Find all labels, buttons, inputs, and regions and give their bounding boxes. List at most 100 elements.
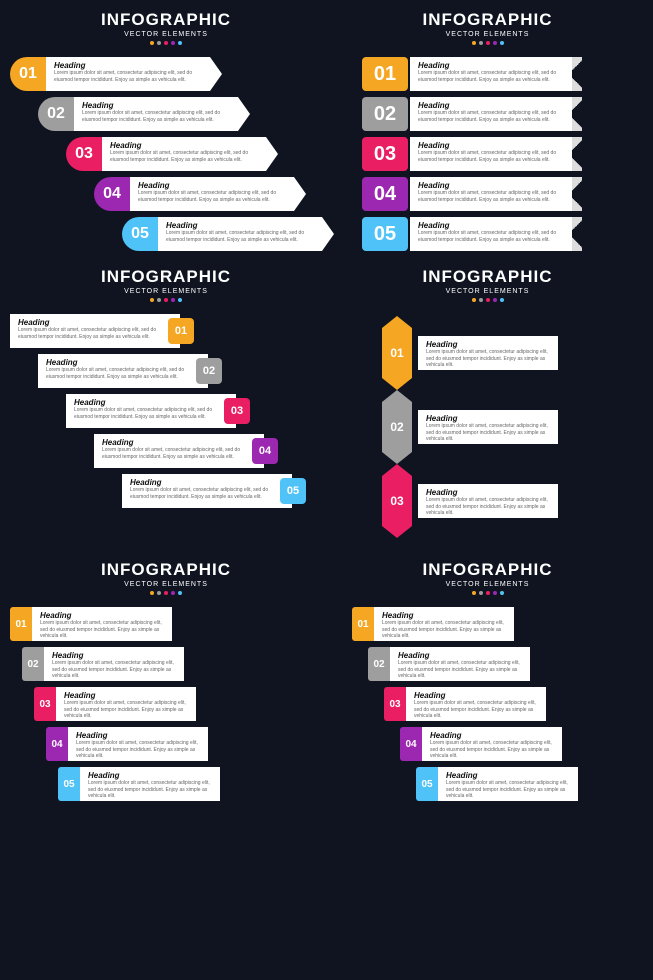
- step-1: 01 HeadingLorem ipsum dolor sit amet, co…: [362, 57, 572, 91]
- step-text: Lorem ipsum dolor sit amet, consectetur …: [74, 407, 228, 420]
- step-number: 04: [400, 727, 422, 761]
- step-heading: Heading: [414, 691, 538, 700]
- infographic-variant-2: INFOGRAPHIC VECTOR ELEMENTS 01 HeadingLo…: [332, 10, 643, 257]
- step-number: 01: [362, 57, 408, 91]
- step-text: Lorem ipsum dolor sit amet, consectetur …: [418, 190, 564, 203]
- step-body: HeadingLorem ipsum dolor sit amet, conse…: [10, 314, 180, 348]
- title-main: INFOGRAPHIC: [332, 560, 643, 580]
- step-text: Lorem ipsum dolor sit amet, consectetur …: [414, 700, 538, 720]
- infographic-variant-6: INFOGRAPHIC VECTOR ELEMENTS 01 HeadingLo…: [332, 560, 643, 807]
- dots: [10, 41, 322, 45]
- step-body: HeadingLorem ipsum dolor sit amet, conse…: [74, 97, 238, 131]
- step-5: HeadingLorem ipsum dolor sit amet, conse…: [122, 474, 292, 508]
- step-4: 04 HeadingLorem ipsum dolor sit amet, co…: [46, 727, 322, 761]
- step-2: HeadingLorem ipsum dolor sit amet, conse…: [38, 354, 208, 388]
- dot: [479, 41, 483, 45]
- step-text: Lorem ipsum dolor sit amet, consectetur …: [18, 327, 172, 340]
- step-number: 01: [352, 607, 374, 641]
- step-number: 01: [10, 57, 46, 91]
- step-body: HeadingLorem ipsum dolor sit amet, conse…: [410, 97, 572, 131]
- step-text: Lorem ipsum dolor sit amet, consectetur …: [52, 660, 176, 680]
- title-block: INFOGRAPHIC VECTOR ELEMENTS: [10, 560, 322, 595]
- step-body: HeadingLorem ipsum dolor sit amet, conse…: [80, 767, 220, 801]
- step-text: Lorem ipsum dolor sit amet, consectetur …: [418, 70, 564, 83]
- step-body: HeadingLorem ipsum dolor sit amet, conse…: [122, 474, 292, 508]
- step-heading: Heading: [426, 340, 550, 349]
- title-sub: VECTOR ELEMENTS: [10, 31, 322, 38]
- step-body: HeadingLorem ipsum dolor sit amet, conse…: [418, 410, 558, 444]
- step-heading: Heading: [426, 414, 550, 423]
- step-number: 03: [224, 398, 250, 424]
- step-text: Lorem ipsum dolor sit amet, consectetur …: [138, 190, 286, 203]
- title-main: INFOGRAPHIC: [332, 267, 643, 287]
- step-number: 05: [416, 767, 438, 801]
- step-heading: Heading: [54, 61, 202, 70]
- step-body: HeadingLorem ipsum dolor sit amet, conse…: [410, 137, 572, 171]
- title-block: INFOGRAPHIC VECTOR ELEMENTS: [332, 10, 643, 45]
- step-body: HeadingLorem ipsum dolor sit amet, conse…: [406, 687, 546, 721]
- step-body: HeadingLorem ipsum dolor sit amet, conse…: [130, 177, 294, 211]
- steps: HeadingLorem ipsum dolor sit amet, conse…: [10, 314, 322, 508]
- step-4: 04 HeadingLorem ipsum dolor sit amet, co…: [362, 177, 572, 211]
- title-block: INFOGRAPHIC VECTOR ELEMENTS: [332, 267, 643, 302]
- dot: [486, 41, 490, 45]
- step-2: 02 HeadingLorem ipsum dolor sit amet, co…: [362, 97, 572, 131]
- step-number: 01: [168, 318, 194, 344]
- step-heading: Heading: [88, 771, 212, 780]
- title-sub: VECTOR ELEMENTS: [332, 288, 643, 295]
- step-number: 05: [362, 217, 408, 251]
- step-body: HeadingLorem ipsum dolor sit amet, conse…: [94, 434, 264, 468]
- step-body: HeadingLorem ipsum dolor sit amet, conse…: [410, 57, 572, 91]
- step-1: 01 HeadingLorem ipsum dolor sit amet, co…: [10, 57, 210, 91]
- step-text: Lorem ipsum dolor sit amet, consectetur …: [426, 423, 550, 443]
- title-sub: VECTOR ELEMENTS: [332, 31, 643, 38]
- dot: [171, 41, 175, 45]
- dot: [472, 298, 476, 302]
- dot: [178, 41, 182, 45]
- step-heading: Heading: [130, 478, 284, 487]
- step-1: 01 HeadingLorem ipsum dolor sit amet, co…: [352, 607, 643, 641]
- title-block: INFOGRAPHIC VECTOR ELEMENTS: [332, 560, 643, 595]
- steps: 01 HeadingLorem ipsum dolor sit amet, co…: [10, 57, 322, 251]
- step-text: Lorem ipsum dolor sit amet, consectetur …: [418, 110, 564, 123]
- step-4: 04 HeadingLorem ipsum dolor sit amet, co…: [400, 727, 643, 761]
- title-main: INFOGRAPHIC: [332, 10, 643, 30]
- step-body: HeadingLorem ipsum dolor sit amet, conse…: [390, 647, 530, 681]
- dot: [479, 591, 483, 595]
- dot: [493, 298, 497, 302]
- step-number: 02: [382, 402, 412, 452]
- step-text: Lorem ipsum dolor sit amet, consectetur …: [64, 700, 188, 720]
- step-text: Lorem ipsum dolor sit amet, consectetur …: [102, 447, 256, 460]
- step-heading: Heading: [418, 181, 564, 190]
- infographic-variant-1: INFOGRAPHIC VECTOR ELEMENTS 01 HeadingLo…: [10, 10, 322, 257]
- steps: 01 HeadingLorem ipsum dolor sit amet, co…: [332, 314, 643, 526]
- step-number: 03: [382, 476, 412, 526]
- title-sub: VECTOR ELEMENTS: [332, 581, 643, 588]
- step-number: 02: [196, 358, 222, 384]
- step-5: 05 HeadingLorem ipsum dolor sit amet, co…: [58, 767, 322, 801]
- step-heading: Heading: [446, 771, 570, 780]
- step-number: 03: [384, 687, 406, 721]
- step-heading: Heading: [76, 731, 200, 740]
- step-heading: Heading: [418, 101, 564, 110]
- dot: [164, 298, 168, 302]
- dot: [157, 591, 161, 595]
- step-heading: Heading: [74, 398, 228, 407]
- step-number: 05: [58, 767, 80, 801]
- step-text: Lorem ipsum dolor sit amet, consectetur …: [130, 487, 284, 500]
- step-text: Lorem ipsum dolor sit amet, consectetur …: [418, 150, 564, 163]
- title-block: INFOGRAPHIC VECTOR ELEMENTS: [10, 267, 322, 302]
- dot: [178, 591, 182, 595]
- step-number: 02: [38, 97, 74, 131]
- title-sub: VECTOR ELEMENTS: [10, 581, 322, 588]
- step-heading: Heading: [398, 651, 522, 660]
- step-body: HeadingLorem ipsum dolor sit amet, conse…: [102, 137, 266, 171]
- dots: [332, 298, 643, 302]
- dots: [10, 298, 322, 302]
- step-heading: Heading: [418, 141, 564, 150]
- step-number: 04: [362, 177, 408, 211]
- step-3: 03 HeadingLorem ipsum dolor sit amet, co…: [66, 137, 266, 171]
- step-3: HeadingLorem ipsum dolor sit amet, conse…: [66, 394, 236, 428]
- step-4: 04 HeadingLorem ipsum dolor sit amet, co…: [94, 177, 294, 211]
- step-text: Lorem ipsum dolor sit amet, consectetur …: [88, 780, 212, 800]
